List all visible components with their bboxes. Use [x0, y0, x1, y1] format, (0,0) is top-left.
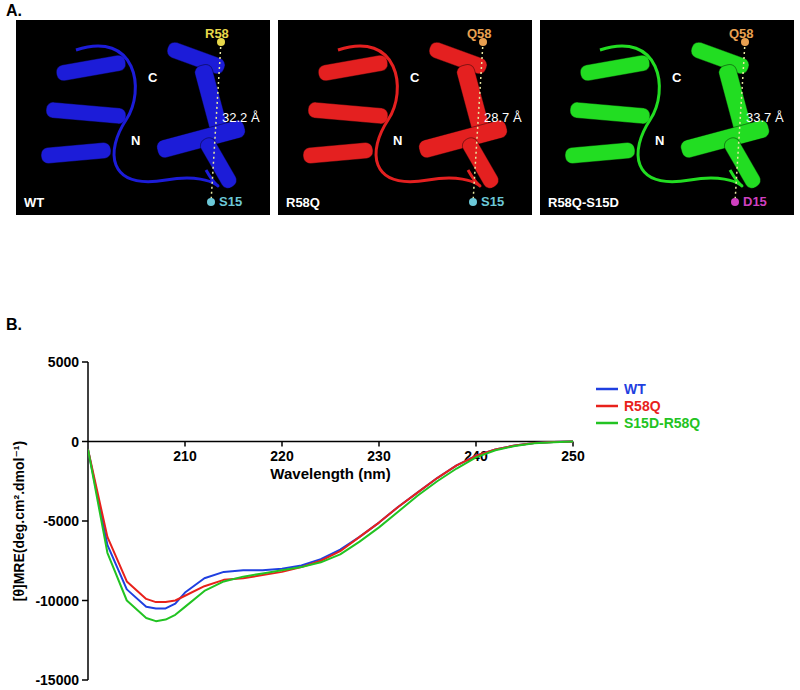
y-tick [82, 520, 88, 522]
terminus-label: C [410, 70, 420, 85]
y-tick [82, 679, 88, 681]
y-tick [82, 361, 88, 363]
x-tick-label: 230 [367, 448, 391, 464]
panel-label: A. [6, 2, 22, 19]
helix [198, 135, 239, 191]
x-tick-label: 220 [270, 448, 294, 464]
series-line [88, 442, 573, 603]
structure-panel: Q58 D15 33.7 Å C N R58Q-S15D [540, 20, 794, 215]
helix [302, 142, 373, 164]
distance-line [735, 42, 745, 202]
helix [55, 54, 127, 82]
x-axis-label: Wavelength (nm) [270, 465, 390, 482]
y-tick-label: 5000 [48, 354, 79, 370]
helix [40, 142, 111, 164]
structure-name: R58Q [286, 195, 320, 210]
structure-panel: Q58 S15 28.7 Å C N R58Q [278, 20, 532, 215]
x-tick [184, 442, 186, 447]
legend-label: S15D-R58Q [624, 415, 700, 431]
y-tick [82, 600, 88, 602]
residue [469, 198, 477, 206]
x-tick [281, 442, 283, 447]
y-tick-label: -15000 [35, 672, 79, 688]
residue-label: Q58 [729, 26, 754, 41]
helix [317, 54, 389, 82]
panel-background [278, 20, 532, 215]
x-tick [475, 442, 477, 447]
y-tick-label: -10000 [35, 593, 79, 609]
figure: A.B.R58S1532.2 ÅCNWTQ58S1528.7 ÅCNR58QQ5… [0, 0, 800, 690]
panel-label: B. [6, 316, 22, 333]
terminus-label: N [393, 133, 402, 148]
terminus-label: N [131, 133, 140, 148]
y-tick-label: 0 [71, 434, 79, 450]
distance-label: 32.2 Å [222, 110, 260, 125]
plot-lines [88, 442, 573, 622]
series-line [88, 442, 573, 609]
structure-name: WT [24, 195, 44, 210]
helix [569, 102, 650, 125]
structure-panel: R58 S15 32.2 Å C N WT [16, 20, 270, 215]
helix [460, 135, 501, 191]
panel-background [540, 20, 794, 215]
residue-label: R58 [205, 26, 229, 41]
helix [307, 102, 388, 125]
y-axis-label: [θ]MRE(deg.cm².dmol⁻¹) [11, 441, 27, 601]
x-tick [378, 442, 380, 447]
distance-line [211, 42, 221, 202]
helix [564, 142, 635, 164]
series-line [88, 442, 573, 622]
legend: WTR58QS15D-R58Q [596, 381, 700, 431]
coil [76, 46, 218, 186]
y-tick [82, 441, 88, 443]
helix [579, 54, 651, 82]
terminus-label: C [672, 70, 682, 85]
residue-label: D15 [743, 194, 767, 209]
panel-background [16, 20, 270, 215]
x-axis [88, 441, 573, 443]
axes: 50000-5000-10000-15000210220230240250Wav… [11, 354, 585, 688]
residue [207, 198, 215, 206]
residue-label: S15 [219, 194, 242, 209]
coil [600, 46, 742, 186]
helix [722, 135, 763, 191]
structure-name: R58Q-S15D [548, 195, 619, 210]
x-tick-label: 210 [173, 448, 197, 464]
distance-label: 33.7 Å [746, 110, 784, 125]
helix [45, 102, 126, 125]
residue [731, 198, 739, 206]
terminus-label: C [148, 70, 158, 85]
distance-line [473, 42, 483, 202]
legend-label: WT [624, 381, 646, 397]
legend-swatch [596, 405, 618, 408]
legend-label: R58Q [624, 398, 661, 414]
terminus-label: N [655, 133, 664, 148]
distance-label: 28.7 Å [484, 110, 522, 125]
coil [338, 46, 480, 186]
x-tick-label: 250 [561, 448, 585, 464]
y-tick-label: -5000 [43, 513, 79, 529]
legend-swatch [596, 422, 618, 425]
residue-label: S15 [481, 194, 504, 209]
residue-label: Q58 [467, 26, 492, 41]
legend-swatch [596, 388, 618, 391]
